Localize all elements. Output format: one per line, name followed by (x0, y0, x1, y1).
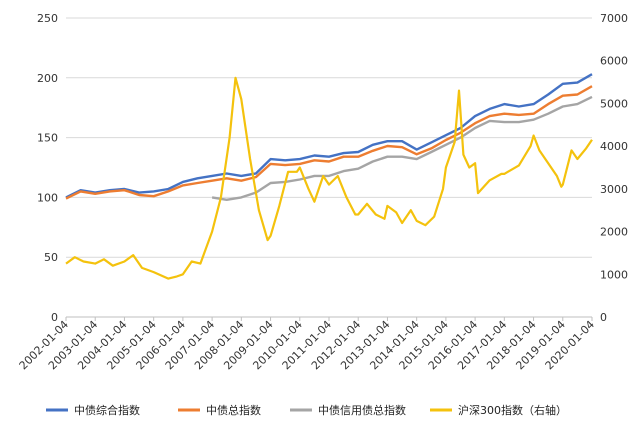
left-tick-label: 250 (37, 12, 58, 25)
left-axis-ticks: 0 50 100 150 200 250 (37, 12, 58, 324)
legend: 中债综合指数 中债总指数 中债信用债总指数 沪深300指数（右轴） (46, 403, 567, 417)
series-line-4 (65, 76, 593, 280)
right-tick-label: 3000 (600, 183, 628, 196)
series-lines (65, 73, 593, 280)
series-line-2 (65, 85, 593, 200)
right-tick-label: 2000 (600, 226, 628, 239)
x-axis-ticks: 2002-01-042003-01-042004-01-042005-01-04… (17, 317, 597, 372)
right-tick-label: 7000 (600, 12, 628, 25)
right-tick-label: 5000 (600, 97, 628, 110)
gridlines (66, 17, 592, 258)
left-tick-label: 150 (37, 132, 58, 145)
left-tick-label: 200 (37, 72, 58, 85)
legend-label: 中债总指数 (206, 403, 261, 417)
right-tick-label: 0 (600, 311, 607, 324)
right-tick-label: 1000 (600, 268, 628, 281)
legend-label: 中债信用债总指数 (318, 403, 406, 417)
right-tick-label: 4000 (600, 140, 628, 153)
series-line-3 (211, 95, 593, 202)
legend-label: 中债综合指数 (74, 403, 140, 417)
right-axis-ticks: 0 1000 2000 3000 4000 5000 6000 7000 (600, 12, 628, 324)
left-tick-label: 0 (51, 311, 58, 324)
series-line-1 (65, 73, 593, 199)
legend-label: 沪深300指数（右轴） (458, 403, 567, 417)
right-tick-label: 6000 (600, 55, 628, 68)
left-tick-label: 50 (44, 251, 58, 264)
left-tick-label: 100 (37, 191, 58, 204)
